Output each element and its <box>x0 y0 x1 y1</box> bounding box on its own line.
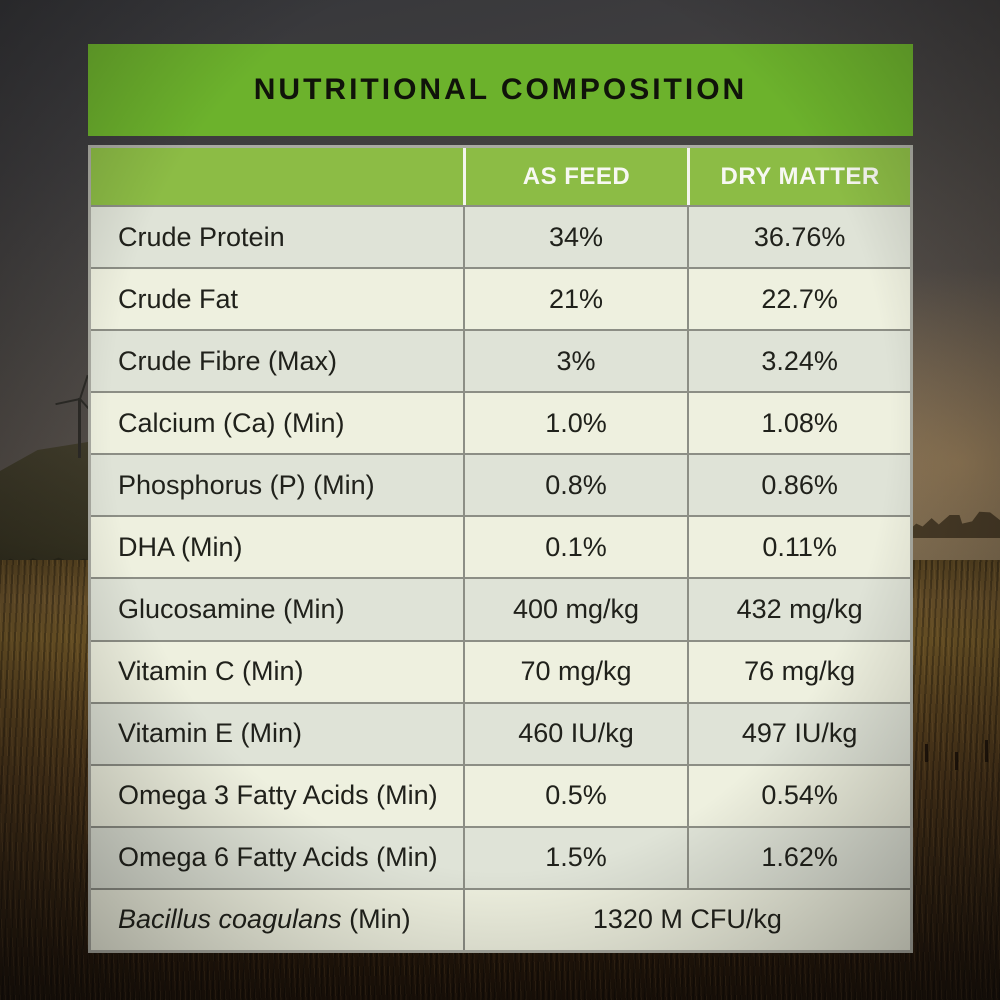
nutrition-table: AS FEED DRY MATTER Crude Protein 34% 36.… <box>88 145 913 953</box>
as-feed-value: 3% <box>462 331 687 392</box>
table-row: Vitamin E (Min) 460 IU/kg 497 IU/kg <box>91 701 910 764</box>
nutrient-label: Vitamin C (Min) <box>118 656 304 687</box>
dry-matter-value: 22.7% <box>687 269 910 330</box>
title-banner: NUTRITIONAL COMPOSITION <box>88 44 913 136</box>
turbine-mast <box>78 398 81 458</box>
nutrient-label: Glucosamine (Min) <box>118 594 345 624</box>
table-row: Crude Fibre (Max) 3% 3.24% <box>91 329 910 392</box>
nutrient-label: Crude Fibre (Max) <box>118 345 338 376</box>
merged-value: 1320 M CFU/kg <box>462 889 910 950</box>
table-row: Crude Protein 34% 36.76% <box>91 205 910 268</box>
fence-post <box>925 744 928 762</box>
dry-matter-value: 497 IU/kg <box>687 703 910 764</box>
fence-post <box>985 740 988 762</box>
table-row: Vitamin C (Min) 70 mg/kg 76 mg/kg <box>91 639 910 702</box>
table-header-row: AS FEED DRY MATTER <box>91 148 910 205</box>
table-body: Crude Protein 34% 36.76% Crude Fat 21% 2… <box>91 205 910 950</box>
nutrient-label: Vitamin E (Min) <box>118 718 303 749</box>
table-row: Omega 3 Fatty Acids (Min) 0.5% 0.54% <box>91 763 910 826</box>
nutrient-label-italic: Bacillus coagulans <box>118 904 342 935</box>
as-feed-value: 0.5% <box>462 765 687 826</box>
as-feed-value: 0.1% <box>462 517 687 578</box>
as-feed-value: 21% <box>462 269 687 330</box>
nutrient-label: DHA (Min) <box>118 531 243 562</box>
as-feed-value: 1.5% <box>462 827 687 888</box>
nutrient-label: Crude Protein <box>118 221 285 252</box>
fence-post <box>955 752 958 770</box>
nutrient-label: Omega 3 Fatty Acids (Min) <box>118 780 438 811</box>
as-feed-value: 400 mg/kg <box>462 579 687 640</box>
wind-turbine-icon <box>54 374 97 462</box>
nutrient-label-suffix: (Min) <box>341 904 411 935</box>
nutrient-label: Crude Fat <box>118 283 239 314</box>
nutrient-label: Calcium (Ca) (Min) <box>118 407 345 438</box>
nutrient-label: Phosphorus (P) (Min) <box>118 469 375 500</box>
as-feed-value: 0.8% <box>462 455 687 516</box>
empty-header-cell <box>91 148 463 205</box>
table-row: Crude Fat 21% 22.7% <box>91 267 910 330</box>
dry-matter-column-header: DRY MATTER <box>687 148 910 205</box>
dry-matter-value: 0.86% <box>687 455 910 516</box>
nutrient-label: Omega 6 Fatty Acids (Min) <box>118 842 438 873</box>
nutrient-label: Bacillus coagulans (Min) <box>91 890 463 950</box>
as-feed-value: 70 mg/kg <box>462 641 687 702</box>
dry-matter-value: 1.08% <box>687 393 910 454</box>
dry-matter-value: 432 mg/kg <box>687 579 910 640</box>
table-row: Omega 6 Fatty Acids (Min) 1.5% 1.62% <box>91 825 910 888</box>
dry-matter-value: 36.76% <box>687 207 910 268</box>
as-feed-value: 1.0% <box>462 393 687 454</box>
dry-matter-value: 1.62% <box>687 827 910 888</box>
table-row: Calcium (Ca) (Min) 1.0% 1.08% <box>91 391 910 454</box>
dry-matter-value: 3.24% <box>687 331 910 392</box>
dry-matter-value: 0.11% <box>687 517 910 578</box>
table-row: Glucosamine (Min) 400 mg/kg 432 mg/kg <box>91 577 910 640</box>
dry-matter-value: 76 mg/kg <box>687 641 910 702</box>
table-row-merged: Bacillus coagulans (Min) 1320 M CFU/kg <box>91 887 910 950</box>
as-feed-column-header: AS FEED <box>462 148 688 205</box>
as-feed-value: 34% <box>462 207 687 268</box>
table-row: DHA (Min) 0.1% 0.11% <box>91 515 910 578</box>
table-row: Phosphorus (P) (Min) 0.8% 0.86% <box>91 453 910 516</box>
dry-matter-value: 0.54% <box>687 765 910 826</box>
page-title: NUTRITIONAL COMPOSITION <box>253 73 748 106</box>
as-feed-value: 460 IU/kg <box>462 703 687 764</box>
